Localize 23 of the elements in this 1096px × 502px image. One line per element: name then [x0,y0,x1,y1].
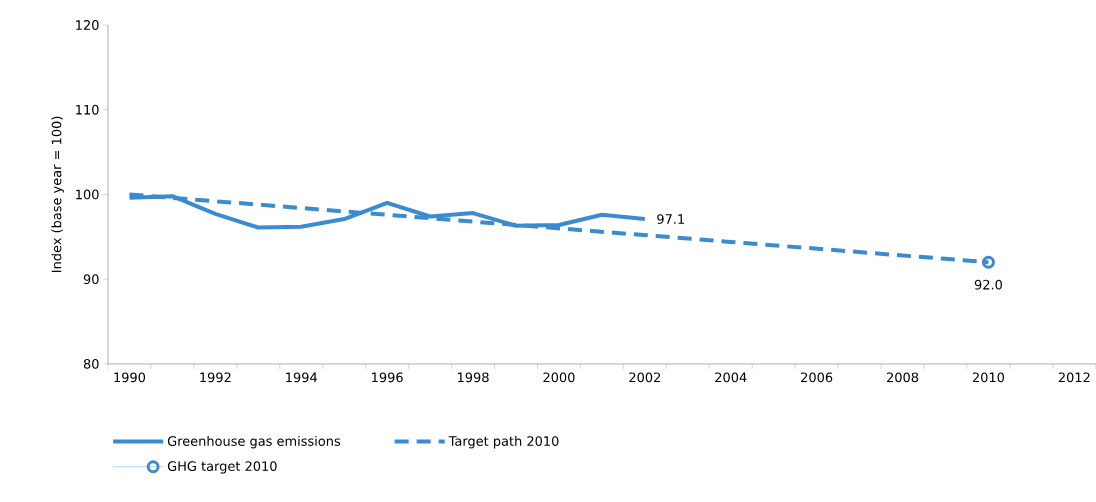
x-tick-label: 2000 [543,372,575,383]
x-tick-label: 1994 [286,372,317,383]
data-label: 92.0 [974,279,1002,290]
y-axis-title: Index (base year = 100) [51,116,64,273]
x-tick-label: 1996 [372,372,403,383]
x-tick-label: 2004 [715,372,747,383]
y-tick-label: 90 [83,274,99,285]
x-tick-label: 2006 [801,372,833,383]
x-tick-label: 1998 [457,372,489,383]
legend-label: Greenhouse gas emissions [167,435,341,449]
y-tick-label: 100 [76,189,99,200]
y-tick-label: 110 [76,104,99,115]
legend-label: GHG target 2010 [167,461,277,474]
data-label: 97.1 [657,214,684,224]
x-tick-label: 2010 [972,372,1005,383]
legend-label: Target path 2010 [448,435,559,449]
y-tick-label: 80 [83,359,99,369]
y-tick-label: 120 [76,20,99,30]
x-tick-label: 1992 [200,372,231,383]
x-tick-label: 2002 [629,372,661,383]
x-tick-label: 2008 [887,372,919,383]
x-tick-label: 2012 [1058,372,1090,383]
x-tick-label: 1990 [114,372,146,383]
